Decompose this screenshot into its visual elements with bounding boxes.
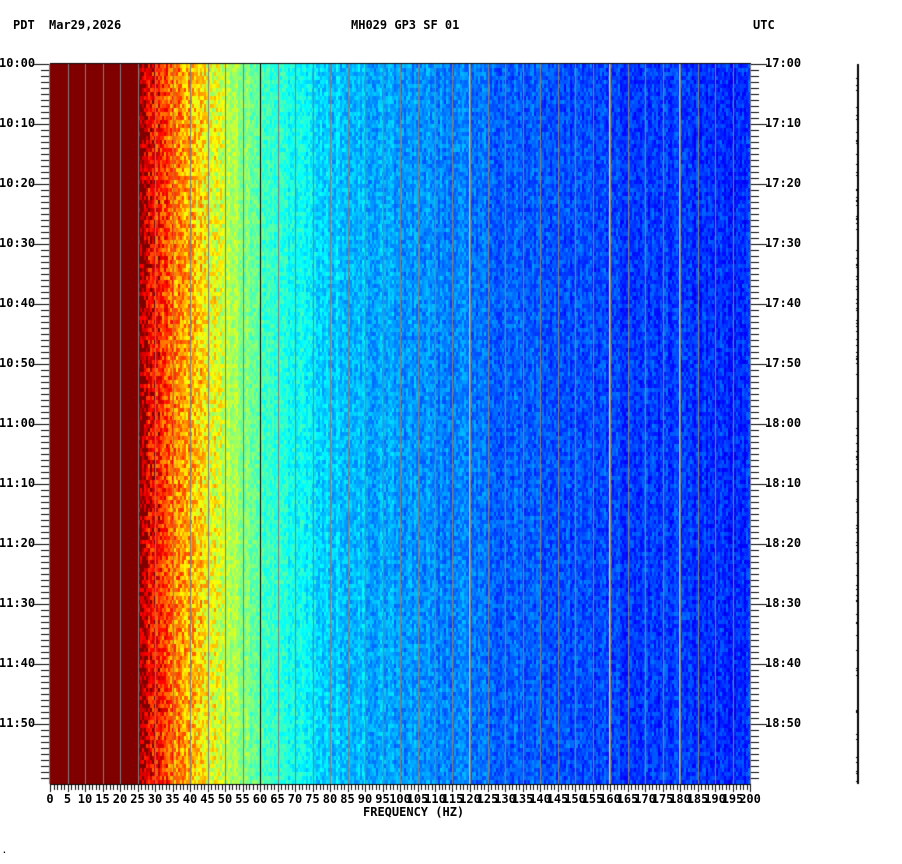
- x-tick-label: 150: [564, 792, 586, 806]
- x-tick-label: 115: [441, 792, 464, 806]
- station-title: MH029 GP3 SF 01: [351, 18, 460, 32]
- y-left-tick-label: 10:00: [0, 56, 36, 70]
- x-tick-label: 190: [704, 792, 726, 806]
- x-axis-label: FREQUENCY (HZ): [363, 805, 465, 819]
- x-tick-label: 95: [375, 792, 390, 806]
- x-tick-label: 10: [77, 792, 93, 806]
- x-tick-label: 185: [686, 792, 709, 806]
- y-left-tick-label: 11:20: [0, 536, 36, 550]
- x-tick-label: 100: [389, 792, 411, 806]
- x-tick-label: 70: [287, 792, 303, 806]
- y-right-tick-label: 17:40: [765, 296, 802, 310]
- y-right-tick-label: 18:10: [765, 476, 802, 490]
- x-tick-label: 55: [235, 792, 250, 806]
- date-label: Mar29,2026: [49, 18, 122, 32]
- x-tick-label: 195: [721, 792, 744, 806]
- y-right-tick-label: 18:00: [765, 416, 802, 430]
- y-left-tick-label: 11:10: [0, 476, 36, 490]
- x-tick-label: 30: [147, 792, 163, 806]
- x-tick-label: 45: [200, 792, 215, 806]
- y-right-tick-label: 18:40: [765, 656, 802, 670]
- x-tick-label: 145: [546, 792, 569, 806]
- x-tick-label: 105: [406, 792, 429, 806]
- corner-mark: .: [2, 846, 7, 855]
- x-tick-label: 0: [46, 792, 54, 806]
- y-left-tick-label: 10:10: [0, 116, 36, 130]
- left-timezone-label: PDT: [13, 18, 35, 32]
- y-left-tick-label: 11:40: [0, 656, 36, 670]
- y-right-tick-label: 17:50: [765, 356, 802, 370]
- x-tick-label: 60: [252, 792, 268, 806]
- y-left-tick-label: 10:30: [0, 236, 36, 250]
- x-tick-label: 20: [112, 792, 128, 806]
- x-tick-label: 90: [357, 792, 373, 806]
- x-tick-label: 15: [95, 792, 110, 806]
- y-left-tick-label: 10:50: [0, 356, 36, 370]
- y-right-tick-label: 18:20: [765, 536, 802, 550]
- x-tick-label: 125: [476, 792, 499, 806]
- x-tick-label: 165: [616, 792, 639, 806]
- x-tick-label: 160: [599, 792, 621, 806]
- x-tick-label: 140: [529, 792, 551, 806]
- y-right-tick-label: 18:50: [765, 716, 802, 730]
- x-tick-label: 50: [217, 792, 233, 806]
- y-left-tick-label: 11:30: [0, 596, 36, 610]
- x-tick-label: 120: [459, 792, 481, 806]
- x-tick-label: 200: [739, 792, 761, 806]
- x-tick-label: 80: [322, 792, 338, 806]
- y-right-tick-label: 17:30: [765, 236, 802, 250]
- x-tick-label: 175: [651, 792, 674, 806]
- y-right-tick-label: 17:00: [765, 56, 802, 70]
- y-left-tick-label: 10:40: [0, 296, 36, 310]
- x-tick-label: 65: [270, 792, 285, 806]
- x-tick-label: 35: [165, 792, 180, 806]
- x-tick-label: 180: [669, 792, 691, 806]
- x-tick-label: 155: [581, 792, 604, 806]
- x-tick-label: 130: [494, 792, 516, 806]
- y-left-tick-label: 10:20: [0, 176, 36, 190]
- x-tick-label: 85: [340, 792, 355, 806]
- x-tick-label: 75: [305, 792, 320, 806]
- y-left-tick-label: 11:50: [0, 716, 36, 730]
- x-tick-label: 135: [511, 792, 534, 806]
- y-right-tick-label: 17:20: [765, 176, 802, 190]
- x-tick-label: 5: [63, 792, 72, 806]
- x-tick-label: 40: [182, 792, 198, 806]
- y-right-tick-label: 17:10: [765, 116, 802, 130]
- y-left-tick-label: 11:00: [0, 416, 36, 430]
- right-timezone-label: UTC: [753, 18, 775, 32]
- x-tick-label: 110: [424, 792, 446, 806]
- x-tick-label: 25: [130, 792, 145, 806]
- y-right-tick-label: 18:30: [765, 596, 802, 610]
- x-tick-label: 170: [634, 792, 656, 806]
